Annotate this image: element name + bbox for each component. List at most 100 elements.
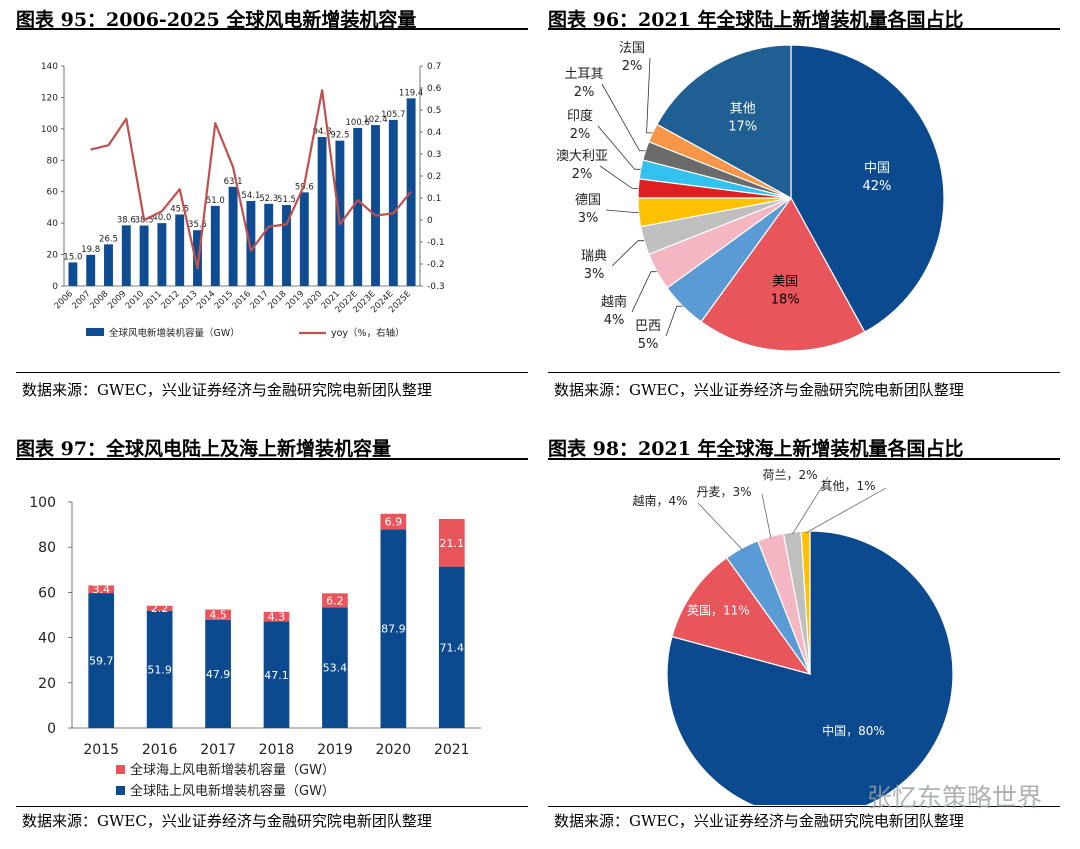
y-tick-label: 20 <box>47 251 59 261</box>
offshore-value-label: 21.1 <box>440 537 465 550</box>
fig95-title: 图表 95：2006-2025 全球风电新增装机容量 <box>16 9 417 31</box>
x-tick-label: 2019 <box>317 742 353 758</box>
onshore-value-label: 71.4 <box>440 641 465 654</box>
slice-name-label: 瑞典 <box>581 249 607 264</box>
leader-line <box>665 305 683 337</box>
x-tick-label: 2021 <box>434 742 470 758</box>
bar-2017 <box>264 203 274 286</box>
fig98-title: 图表 98：2021 年全球海上新增装机量各国占比 <box>548 438 964 460</box>
bar-value-label: 38.6 <box>117 215 136 225</box>
leader-line <box>646 57 653 134</box>
onshore-bar-2016 <box>146 610 173 728</box>
offshore-bar-2016 <box>146 605 173 611</box>
slice-pct-label: 2% <box>622 59 643 74</box>
slice-name-label: 中国 <box>864 161 890 176</box>
leader-line <box>597 125 641 170</box>
onshore-bar-2018 <box>263 621 290 728</box>
bar-2024E <box>388 119 398 287</box>
x-tick-label: 2020 <box>376 742 412 758</box>
legend-offshore-swatch <box>116 765 125 774</box>
legend-bar-swatch <box>86 328 104 336</box>
slice-pct-label: 2% <box>570 127 591 142</box>
fig96-chart: 中国 42% 美国 18% 其他 17% 巴西 5% 越南 4% 瑞典 3% 德国 3% 澳大利亚 2% 印度 2… <box>556 41 945 352</box>
fig97-title: 图表 97：全球风电陆上及海上新增装机容量 <box>16 438 392 460</box>
onshore-bar-2017 <box>205 619 231 728</box>
onshore-value-label: 59.7 <box>89 655 114 668</box>
y-tick-label: 0 <box>52 282 58 292</box>
y2-tick-label: 0.4 <box>427 128 442 138</box>
y2-tick-label: 0.3 <box>427 150 441 160</box>
leader-line <box>611 240 645 267</box>
leader-line <box>697 502 743 551</box>
slice-pct-label: 18% <box>771 293 800 308</box>
leader-line <box>605 209 639 213</box>
x-tick-label: 2008 <box>88 289 110 311</box>
slice-pct-label: 3% <box>584 267 605 282</box>
bar-value-label: 54.1 <box>241 191 260 201</box>
slice-pct-label: 5% <box>638 337 659 352</box>
y-tick-label: 140 <box>41 62 58 72</box>
slice-pct-label: 4% <box>604 313 625 328</box>
fig96-title: 图表 96：2021 年全球陆上新增装机量各国占比 <box>548 9 964 31</box>
x-tick-label: 2009 <box>106 289 128 311</box>
x-tick-label: 2012 <box>159 289 181 311</box>
bar-2009 <box>121 225 131 286</box>
onshore-value-label: 47.1 <box>264 669 289 682</box>
x-tick-label: 2017 <box>200 742 236 758</box>
slice-name-label: 其他 <box>730 101 756 116</box>
bar-2023E <box>371 125 380 286</box>
panel-fig96: 图表 96：2021 年全球陆上新增装机量各国占比 中国 42% 美国 18% 其他 17… <box>548 0 1060 410</box>
y2-tick-label: -0.2 <box>427 260 445 270</box>
y2-tick-label: 0.1 <box>427 194 441 204</box>
bar-value-label: 35.5 <box>188 220 207 230</box>
x-tick-label: 2014 <box>195 289 217 311</box>
y-tick-label: 20 <box>38 676 56 692</box>
y-tick-label: 0 <box>47 721 56 737</box>
slice-name-label: 澳大利亚 <box>556 148 608 164</box>
leader-line <box>761 493 772 539</box>
slice-label: 丹麦，3% <box>696 485 751 499</box>
yoy-series-line <box>90 89 412 270</box>
y2-tick-label: -0.3 <box>427 282 445 292</box>
onshore-value-label: 53.4 <box>323 662 348 675</box>
x-tick-label: 2007 <box>70 289 92 311</box>
x-tick-label: 2018 <box>259 742 295 758</box>
slice-label: 其他，1% <box>820 479 875 493</box>
y-tick-label: 80 <box>38 540 56 556</box>
panel-fig95: 图表 95：2006-2025 全球风电新增装机容量 0 20 40 60 80 100 1… <box>16 0 528 410</box>
bar-2018 <box>282 205 291 286</box>
y-tick-label: 60 <box>38 585 56 601</box>
slice-pct-label: 3% <box>578 211 599 226</box>
slice-name-label: 印度 <box>567 108 593 124</box>
y2-tick-label: 0.7 <box>427 62 441 72</box>
y2-tick-label: 0.5 <box>427 106 441 116</box>
onshore-bar-2020 <box>380 529 407 728</box>
offshore-value-label: 4.5 <box>209 609 227 622</box>
bar-value-label: 26.5 <box>99 234 118 244</box>
offshore-slice-中国 <box>666 530 954 805</box>
slice-pct-label: 2% <box>574 85 595 100</box>
offshore-value-label: 4.3 <box>268 611 286 624</box>
leader-line <box>631 271 657 313</box>
watermark-text: 张忆东策略世界 <box>866 783 1042 812</box>
bar-2013 <box>193 230 202 286</box>
x-tick-label: 2010 <box>124 289 146 311</box>
panel-fig98: 图表 98：2021 年全球海上新增装机量各国占比 中国，80% 英国，11% 越南… <box>548 430 1060 849</box>
fig97-source-rule <box>16 806 528 807</box>
fig98-title-rule <box>548 458 1060 460</box>
slice-label: 中国，80% <box>822 723 885 738</box>
x-tick-label: 2015 <box>213 289 235 311</box>
offshore-value-label: 6.9 <box>385 516 403 529</box>
slice-name-label: 巴西 <box>635 319 661 334</box>
y-tick-label: 120 <box>41 93 58 103</box>
onshore-value-label: 51.9 <box>147 663 172 676</box>
legend-line-label: yoy（%，右轴） <box>331 327 405 339</box>
bar-value-label: 92.5 <box>330 131 349 141</box>
bar-2020 <box>317 137 327 286</box>
slice-pct-label: 2% <box>572 167 593 182</box>
leader-line <box>805 487 887 534</box>
onshore-slice-美国 <box>700 196 866 352</box>
legend-onshore-label: 全球陆上风电新增装机容量（GW） <box>130 783 335 799</box>
bar-value-label: 45.5 <box>170 205 189 215</box>
bar-value-label: 40.0 <box>152 213 171 223</box>
